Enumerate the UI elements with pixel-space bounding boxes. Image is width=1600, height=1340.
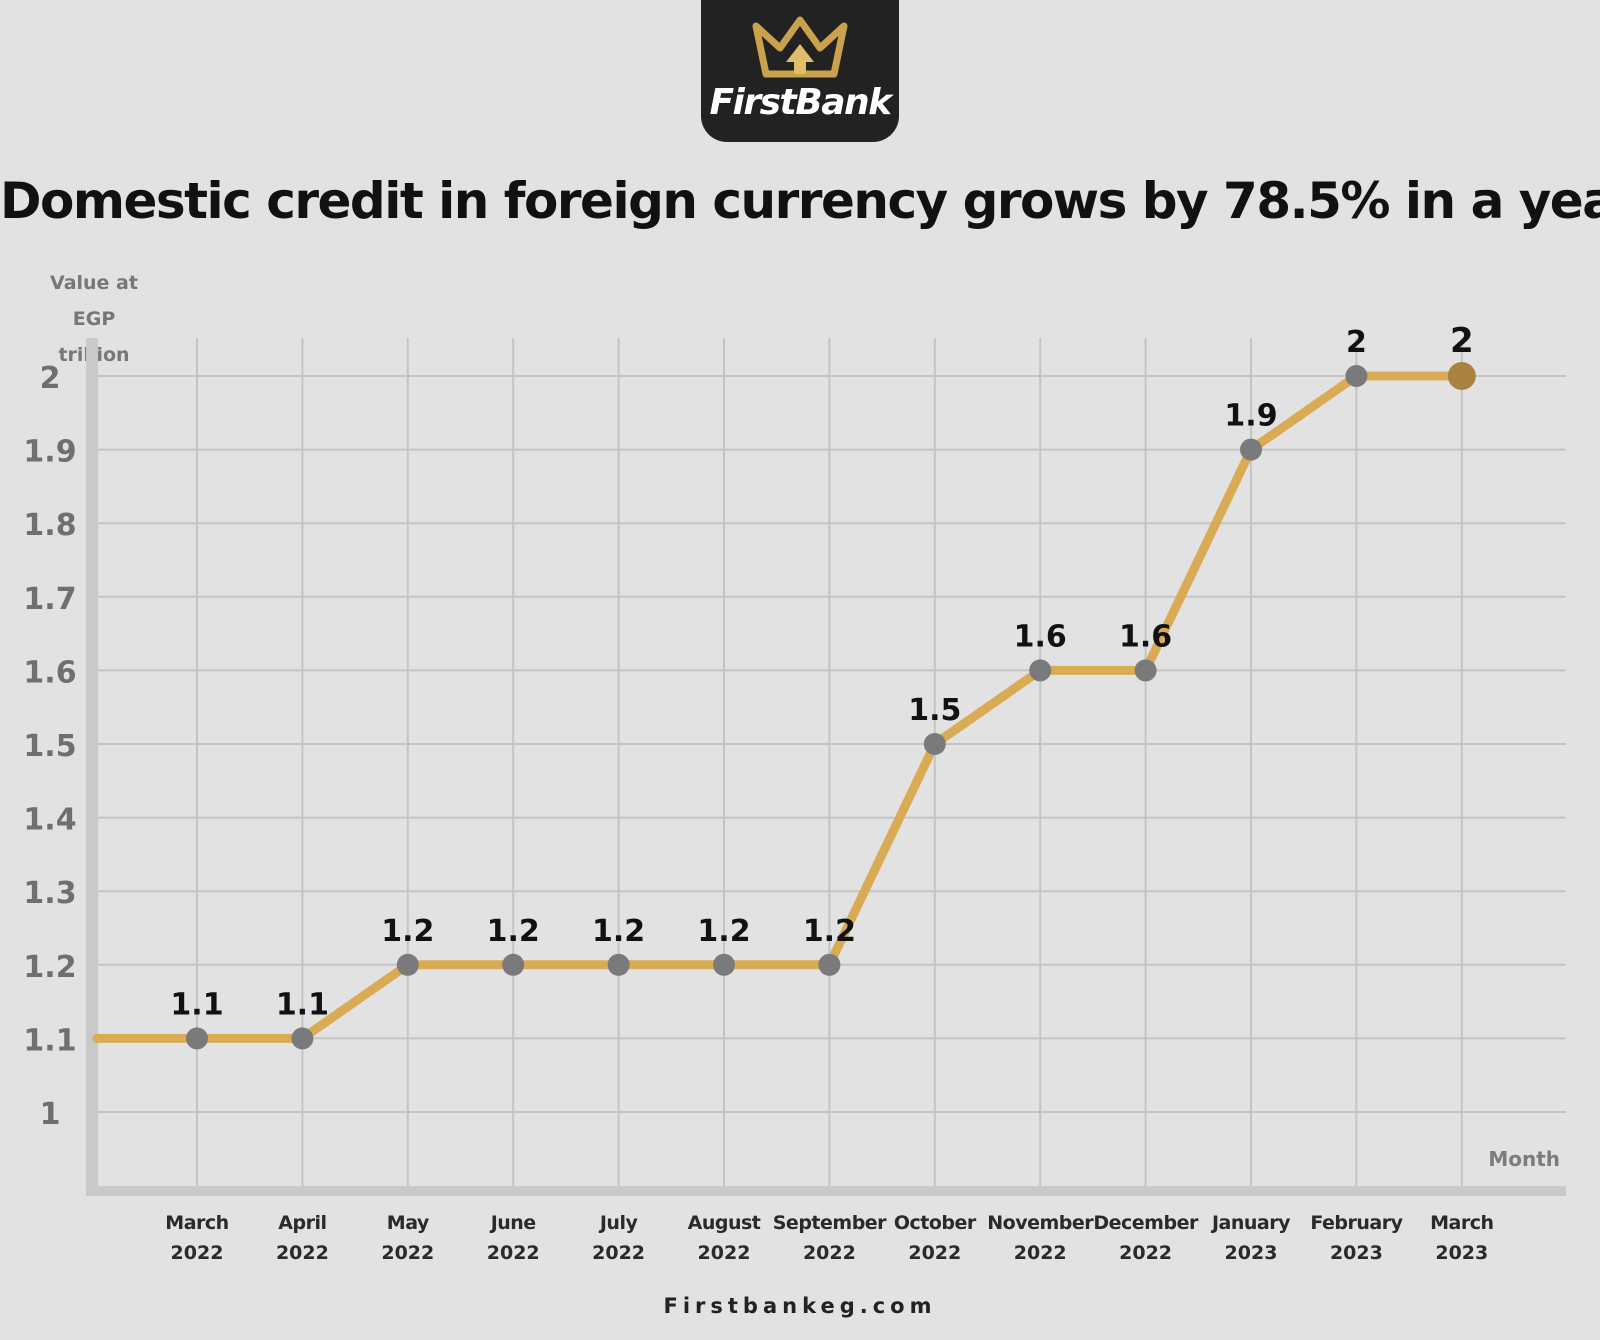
y-tick-label: 1.1 [23,1023,76,1058]
x-tick-label-month: March [1430,1212,1493,1234]
data-label: 2 [1450,321,1474,361]
y-tick-label: 2 [40,361,61,396]
x-tick-label-month: November [987,1212,1094,1234]
x-tick-label-year: 2022 [1014,1242,1067,1264]
data-label: 2 [1346,325,1367,360]
x-tick-label-year: 2022 [1119,1242,1172,1264]
chart-title: Domestic credit in foreign currency grow… [0,172,1600,230]
x-tick-label-year: 2023 [1330,1242,1383,1264]
x-tick-label-year: 2022 [908,1242,961,1264]
series-line [92,371,1467,1043]
y-tick-label: 1.3 [23,876,76,911]
x-tick-label-month: September [773,1212,887,1234]
x-tick-label-month: December [1093,1212,1199,1234]
x-tick-label-month: July [598,1212,639,1234]
x-tick-label-year: 2022 [487,1242,540,1264]
data-label: 1.6 [1014,619,1067,654]
y-tick-label: 1.4 [23,803,76,838]
x-tick-label-year: 2022 [803,1242,856,1264]
data-label: 1.2 [697,914,750,949]
data-label: 1.1 [276,987,329,1022]
crown-icon [752,16,848,78]
y-tick-label: 1.2 [23,950,76,985]
x-tick-label-year: 2022 [698,1242,751,1264]
data-label: 1.2 [487,914,540,949]
data-label: 1.2 [381,914,434,949]
data-point [502,953,525,976]
y-axis [86,338,98,1192]
x-tick-label-month: June [489,1212,536,1234]
x-axis [86,1186,1566,1196]
y-tick-label: 1 [40,1097,61,1132]
data-point [607,953,630,976]
brand-logo: FirstBank [701,0,899,142]
data-point [1029,659,1052,682]
x-tick-label-month: February [1310,1212,1403,1234]
x-tick-label-month: April [278,1212,326,1234]
data-label: 1.6 [1119,619,1172,654]
data-point [186,1027,208,1050]
data-label: 1.2 [803,914,856,949]
footer-url: Firstbankeg.com [663,1294,937,1318]
x-tick-label-month: January [1210,1212,1291,1234]
x-tick-label-year: 2022 [592,1242,645,1264]
y-axis-label-line-1: Value at [50,272,138,294]
data-label: 1.1 [170,987,223,1022]
x-tick-label-month: May [387,1212,430,1234]
data-point [923,733,946,755]
y-tick-label: 1.5 [23,729,76,764]
y-tick-label: 1.8 [23,508,76,543]
x-tick-label-year: 2023 [1225,1242,1278,1264]
data-point [1447,362,1476,390]
data-point [1240,438,1262,461]
x-tick-label-year: 2022 [381,1242,434,1264]
y-tick-label: 1.9 [23,435,76,470]
x-tick-label-month: March [165,1212,228,1234]
data-point [713,953,735,976]
x-axis-label: Month [1488,1147,1560,1171]
data-point [396,953,419,976]
x-tick-label-year: 2022 [276,1242,329,1264]
data-label: 1.9 [1224,399,1277,434]
data-label: 1.2 [592,914,645,949]
data-point [1345,365,1368,387]
y-tick-label: 1.6 [23,655,76,690]
data-label: 1.5 [908,693,961,728]
y-tick-label: 1.7 [23,582,76,617]
data-point [818,953,841,976]
x-tick-label-year: 2022 [171,1242,224,1264]
x-tick-label-month: August [688,1212,761,1234]
data-point [1134,659,1157,682]
brand-name: FirstBank [709,82,892,123]
x-tick-label-month: October [894,1212,977,1234]
data-point [291,1027,314,1050]
x-tick-label-year: 2023 [1435,1242,1488,1264]
